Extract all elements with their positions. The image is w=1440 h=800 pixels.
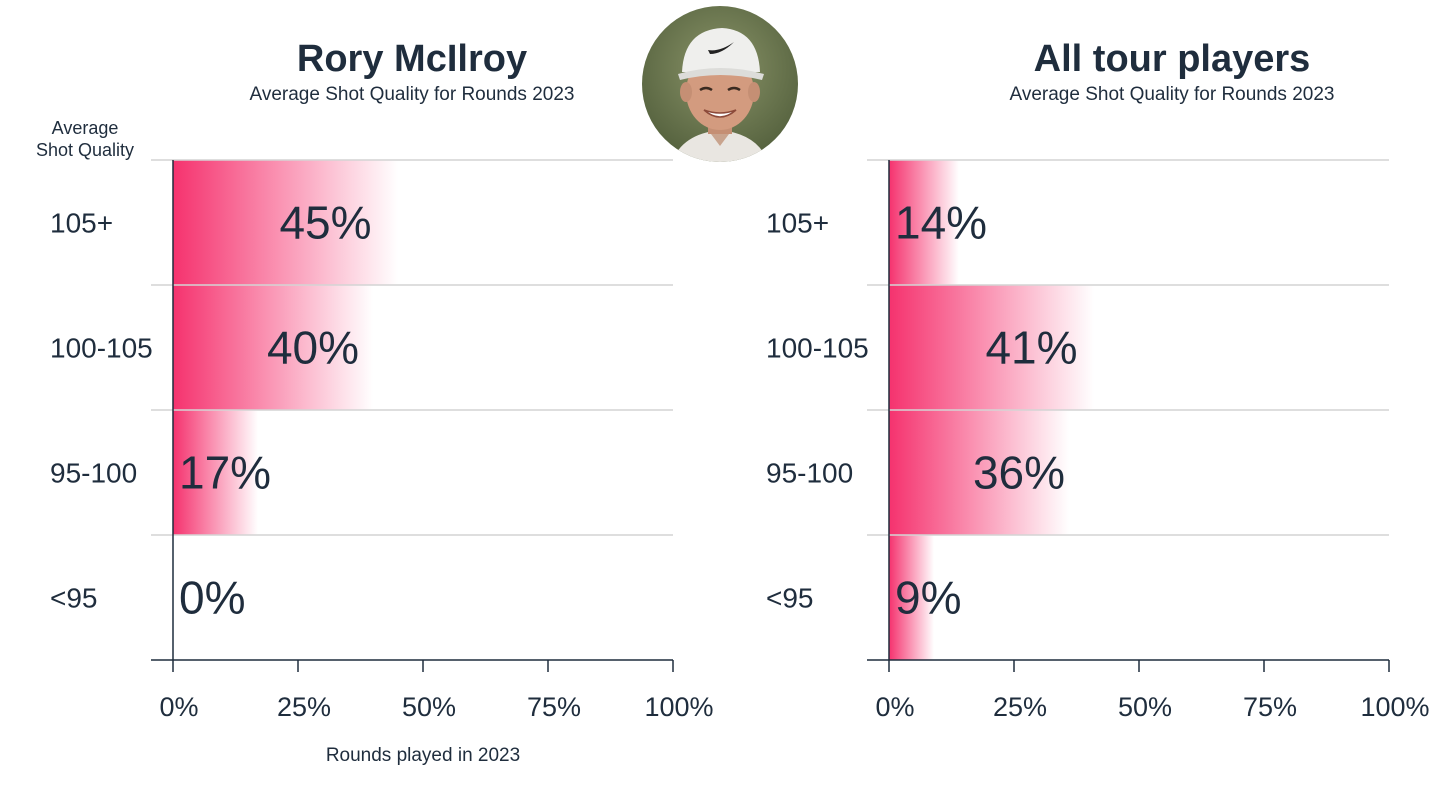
panel-rory-mcilroy: Rory McIlroy Average Shot Quality for Ro… [20,38,714,766]
x-tick-label: 0% [159,692,198,722]
x-tick-label: 75% [1243,692,1297,722]
chart-all-tour-players: 105+ 100-105 95-100 <95 14% 41% 36% 9% 0% 25% 50% 7… [766,159,1430,722]
x-tick-label: 25% [993,692,1047,722]
panel-all-tour-players: All tour players Average Shot Quality fo… [720,0,1440,800]
bar [889,535,934,660]
bar [889,160,959,285]
chart-title: Rory McIlroy [296,38,528,80]
category-label: <95 [50,583,98,614]
x-tick-label: 50% [402,692,456,722]
chart-rory-mcilroy: 105+ 100-105 95-100 <95 45% 40% 17% 0% 0% 25% 50% 7… [50,159,714,722]
bar [173,160,398,285]
chart-subtitle: Average Shot Quality for Rounds 2023 [249,84,575,105]
data-label: 40% [267,322,359,374]
chart-subtitle: Average Shot Quality for Rounds 2023 [1009,84,1335,105]
category-label: 95-100 [766,458,853,489]
data-label: 17% [179,447,271,499]
x-tick-label: 75% [527,692,581,722]
category-label: 100-105 [766,333,869,364]
y-axis-label-line-2: Shot Quality [35,140,135,160]
category-label: 105+ [766,208,829,239]
category-label: 95-100 [50,458,137,489]
player-portrait-icon [642,6,798,162]
data-label: 14% [895,197,987,249]
data-label: 0% [179,572,245,624]
x-axis-label: Rounds played in 2023 [325,745,521,766]
x-tick-label: 25% [277,692,331,722]
data-label: 9% [895,572,961,624]
y-axis-label-line-1: Average [51,118,119,138]
data-label: 45% [279,197,371,249]
category-label: 100-105 [50,333,153,364]
bar [889,285,1094,410]
x-tick-label: 100% [1360,692,1429,722]
bar [173,285,373,410]
data-label: 41% [985,322,1077,374]
x-tick-label: 0% [875,692,914,722]
data-label: 36% [973,447,1065,499]
bar [889,410,1069,535]
x-tick-label: 50% [1118,692,1172,722]
category-label: <95 [766,583,814,614]
bar [173,410,258,535]
category-label: 105+ [50,208,113,239]
x-tick-label: 100% [644,692,713,722]
chart-title: All tour players [1033,38,1311,80]
y-axis-label: Average Shot Quality [20,117,150,161]
